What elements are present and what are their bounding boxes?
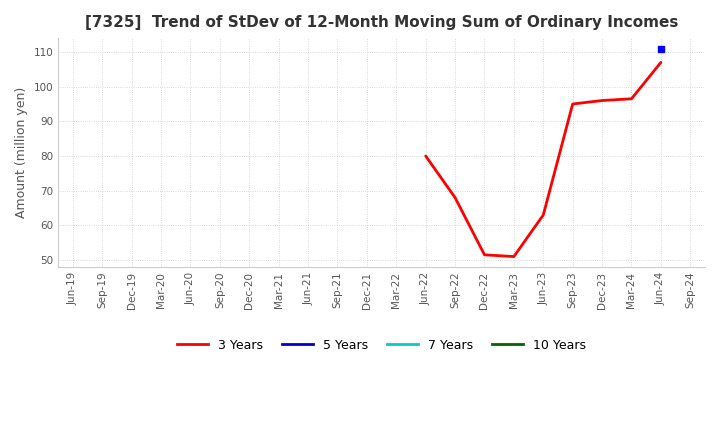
Y-axis label: Amount (million yen): Amount (million yen) <box>15 87 28 218</box>
Title: [7325]  Trend of StDev of 12-Month Moving Sum of Ordinary Incomes: [7325] Trend of StDev of 12-Month Moving… <box>85 15 678 30</box>
Legend: 3 Years, 5 Years, 7 Years, 10 Years: 3 Years, 5 Years, 7 Years, 10 Years <box>172 334 591 357</box>
